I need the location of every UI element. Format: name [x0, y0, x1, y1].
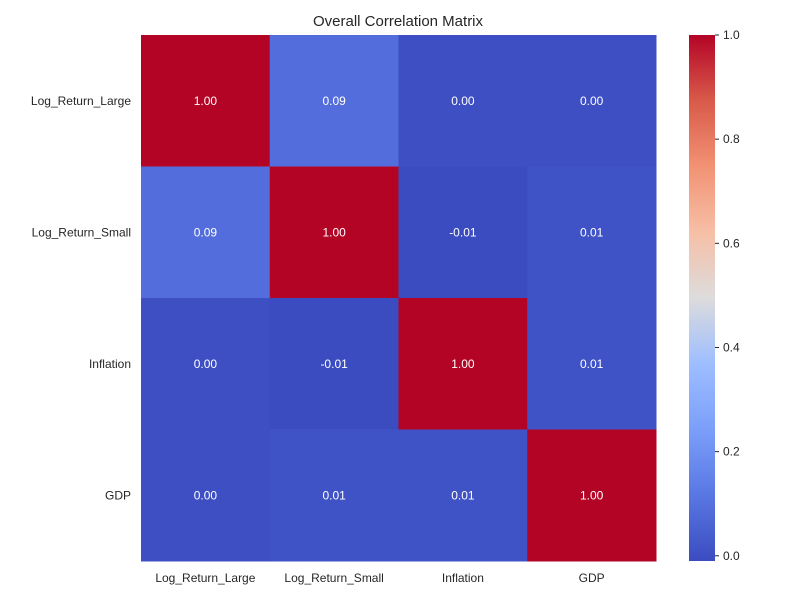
cell-value-label-1-2: -0.01 — [449, 225, 477, 239]
heatmap-cell-3-2 — [398, 429, 528, 562]
cell-value-label-1-0: 0.09 — [194, 225, 218, 239]
cell-value-label-1-3: 0.01 — [580, 225, 604, 239]
colorbar-tick-label: 0.0 — [723, 549, 740, 563]
y-tick-label: Inflation — [89, 357, 131, 371]
chart-title: Overall Correlation Matrix — [313, 13, 484, 30]
y-axis-ticks: Log_Return_Large Log_Return_Small Inflatio… — [31, 94, 131, 503]
colorbar-tick-label: 0.2 — [723, 445, 740, 459]
cell-value-label-0-0: 1.00 — [194, 94, 218, 108]
colorbar-gradient — [689, 35, 715, 561]
colorbar: 0.0 0.2 0.4 0.6 0.8 1.0 — [689, 28, 740, 563]
heatmap-cell-2-3 — [527, 298, 657, 430]
heatmap-cell-0-1 — [269, 35, 399, 167]
cell-value-label-2-3: 0.01 — [580, 357, 604, 371]
cell-value-label-3-1: 0.01 — [322, 488, 346, 502]
cell-value-label-2-1: -0.01 — [320, 357, 348, 371]
cell-value-label-2-2: 1.00 — [451, 357, 475, 371]
x-tick-label: Log_Return_Large — [155, 571, 255, 585]
heatmap-cell-0-2 — [398, 35, 528, 167]
heatmap-cell-1-3 — [527, 166, 657, 299]
heatmap-cell-2-2 — [398, 298, 528, 430]
cell-value-label-3-0: 0.00 — [194, 488, 218, 502]
heatmap-cell-2-1 — [269, 298, 399, 430]
heatmap-cell-2-0 — [141, 298, 271, 430]
y-tick-label: Log_Return_Small — [32, 225, 131, 239]
heatmap-cell-3-0 — [141, 429, 271, 562]
x-tick-label: Inflation — [442, 571, 484, 585]
x-tick-label: GDP — [579, 571, 605, 585]
heatmap-cell-1-2 — [398, 166, 528, 299]
cell-value-label-3-3: 1.00 — [580, 488, 604, 502]
x-tick-label: Log_Return_Small — [284, 571, 383, 585]
cell-value-label-0-3: 0.00 — [580, 94, 604, 108]
heatmap-cell-1-0 — [141, 166, 271, 299]
cell-value-label-1-1: 1.00 — [322, 225, 346, 239]
cell-value-label-0-1: 0.09 — [322, 94, 346, 108]
heatmap-cell-3-3 — [527, 429, 657, 562]
heatmap-cells: 1.00 0.09 0.00 0.00 0.09 1.00 -0.01 0.01 0.00 -0.… — [141, 35, 657, 562]
cell-value-label-0-2: 0.00 — [451, 94, 475, 108]
heatmap-cell-0-0 — [141, 35, 271, 167]
cell-value-label-2-0: 0.00 — [194, 357, 218, 371]
heatmap-cell-3-1 — [269, 429, 399, 562]
colorbar-tick-label: 1.0 — [723, 28, 740, 42]
y-tick-label: Log_Return_Large — [31, 94, 131, 108]
x-axis-ticks: Log_Return_Large Log_Return_Small Inflatio… — [155, 571, 604, 585]
cell-value-label-3-2: 0.01 — [451, 488, 475, 502]
colorbar-tick-label: 0.6 — [723, 236, 740, 250]
colorbar-tick-label: 0.4 — [723, 340, 740, 354]
colorbar-tick-label: 0.8 — [723, 132, 740, 146]
y-tick-label: GDP — [105, 488, 131, 502]
heatmap-cell-1-1 — [269, 166, 399, 299]
heatmap-cell-0-3 — [527, 35, 657, 167]
